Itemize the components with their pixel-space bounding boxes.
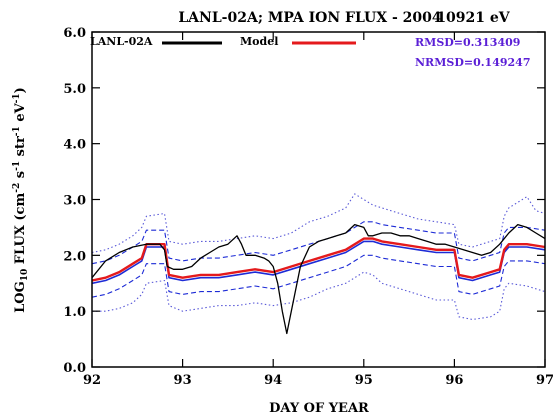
legend: LANL-02A Model [90, 35, 356, 48]
x-tick-label: 96 [445, 373, 463, 388]
y-axis-title-exp-4: -1 [12, 93, 22, 103]
x-tick-label: 97 [536, 373, 554, 388]
y-tick-label: 4.0 [63, 138, 86, 153]
legend-label-lanl: LANL-02A [90, 35, 153, 48]
y-tick-label: 3.0 [63, 194, 86, 209]
series-line-5 [91, 193, 546, 254]
y-axis-title-exp-2: -1 [12, 161, 22, 171]
series-line-2 [91, 240, 546, 285]
y-tick-label: 6.0 [63, 26, 86, 41]
y-tick-label: 1.0 [63, 305, 86, 320]
x-axis-title: DAY OF YEAR [269, 401, 369, 416]
y-axis-title-prefix-sub: 10 [20, 269, 30, 282]
y-axis-title-part-5: ) [13, 87, 28, 93]
y-tick-label: 2.0 [63, 249, 86, 264]
y-axis: 0.0 1.0 2.0 3.0 4.0 5.0 6.0 [63, 26, 545, 376]
y-axis-title-part-2: s [13, 171, 28, 183]
svg-text:LOG10 FLUX (cm-2 s-1 str-1 eV-: LOG10 FLUX (cm-2 s-1 str-1 eV-1) [12, 87, 30, 313]
y-axis-title-exp-3: -1 [12, 126, 22, 136]
series-line-0 [91, 223, 546, 335]
chart-title-left: LANL-02A; MPA ION FLUX - 2004 [178, 10, 442, 26]
y-axis-title-part-4: eV [13, 102, 28, 126]
x-tick-label: 92 [83, 373, 101, 388]
plot-frame [91, 31, 546, 368]
y-tick-label: 5.0 [63, 82, 86, 97]
y-axis-title-main: FLUX (cm [13, 193, 28, 269]
series-line-4 [91, 254, 546, 298]
rmsd-value: RMSD=0.313409 [415, 36, 520, 49]
y-axis-title-part-3: str [13, 136, 28, 161]
x-tick-label: 94 [264, 373, 282, 388]
x-axis: 92 93 94 95 96 97 [83, 32, 554, 388]
y-axis-title-exp-1: -2 [12, 183, 22, 193]
y-tick-label: 0.0 [63, 361, 86, 376]
series-line-6 [92, 271, 546, 321]
x-tick-label: 93 [174, 373, 192, 388]
y-axis-title-prefix: LOG [13, 281, 28, 313]
x-tick-label: 95 [355, 373, 373, 388]
legend-label-model: Model [240, 35, 278, 48]
plot-series [91, 193, 546, 335]
chart-title-energy: 10921 eV [436, 10, 510, 26]
nrmsd-value: NRMSD=0.149247 [415, 56, 530, 69]
stats-box: RMSD=0.313409 NRMSD=0.149247 [415, 36, 530, 69]
y-axis-title: LOG10 FLUX (cm-2 s-1 str-1 eV-1) [12, 87, 30, 313]
chart-title: LANL-02A; MPA ION FLUX - 2004 10921 eV [178, 10, 510, 26]
plot-border [91, 31, 546, 368]
